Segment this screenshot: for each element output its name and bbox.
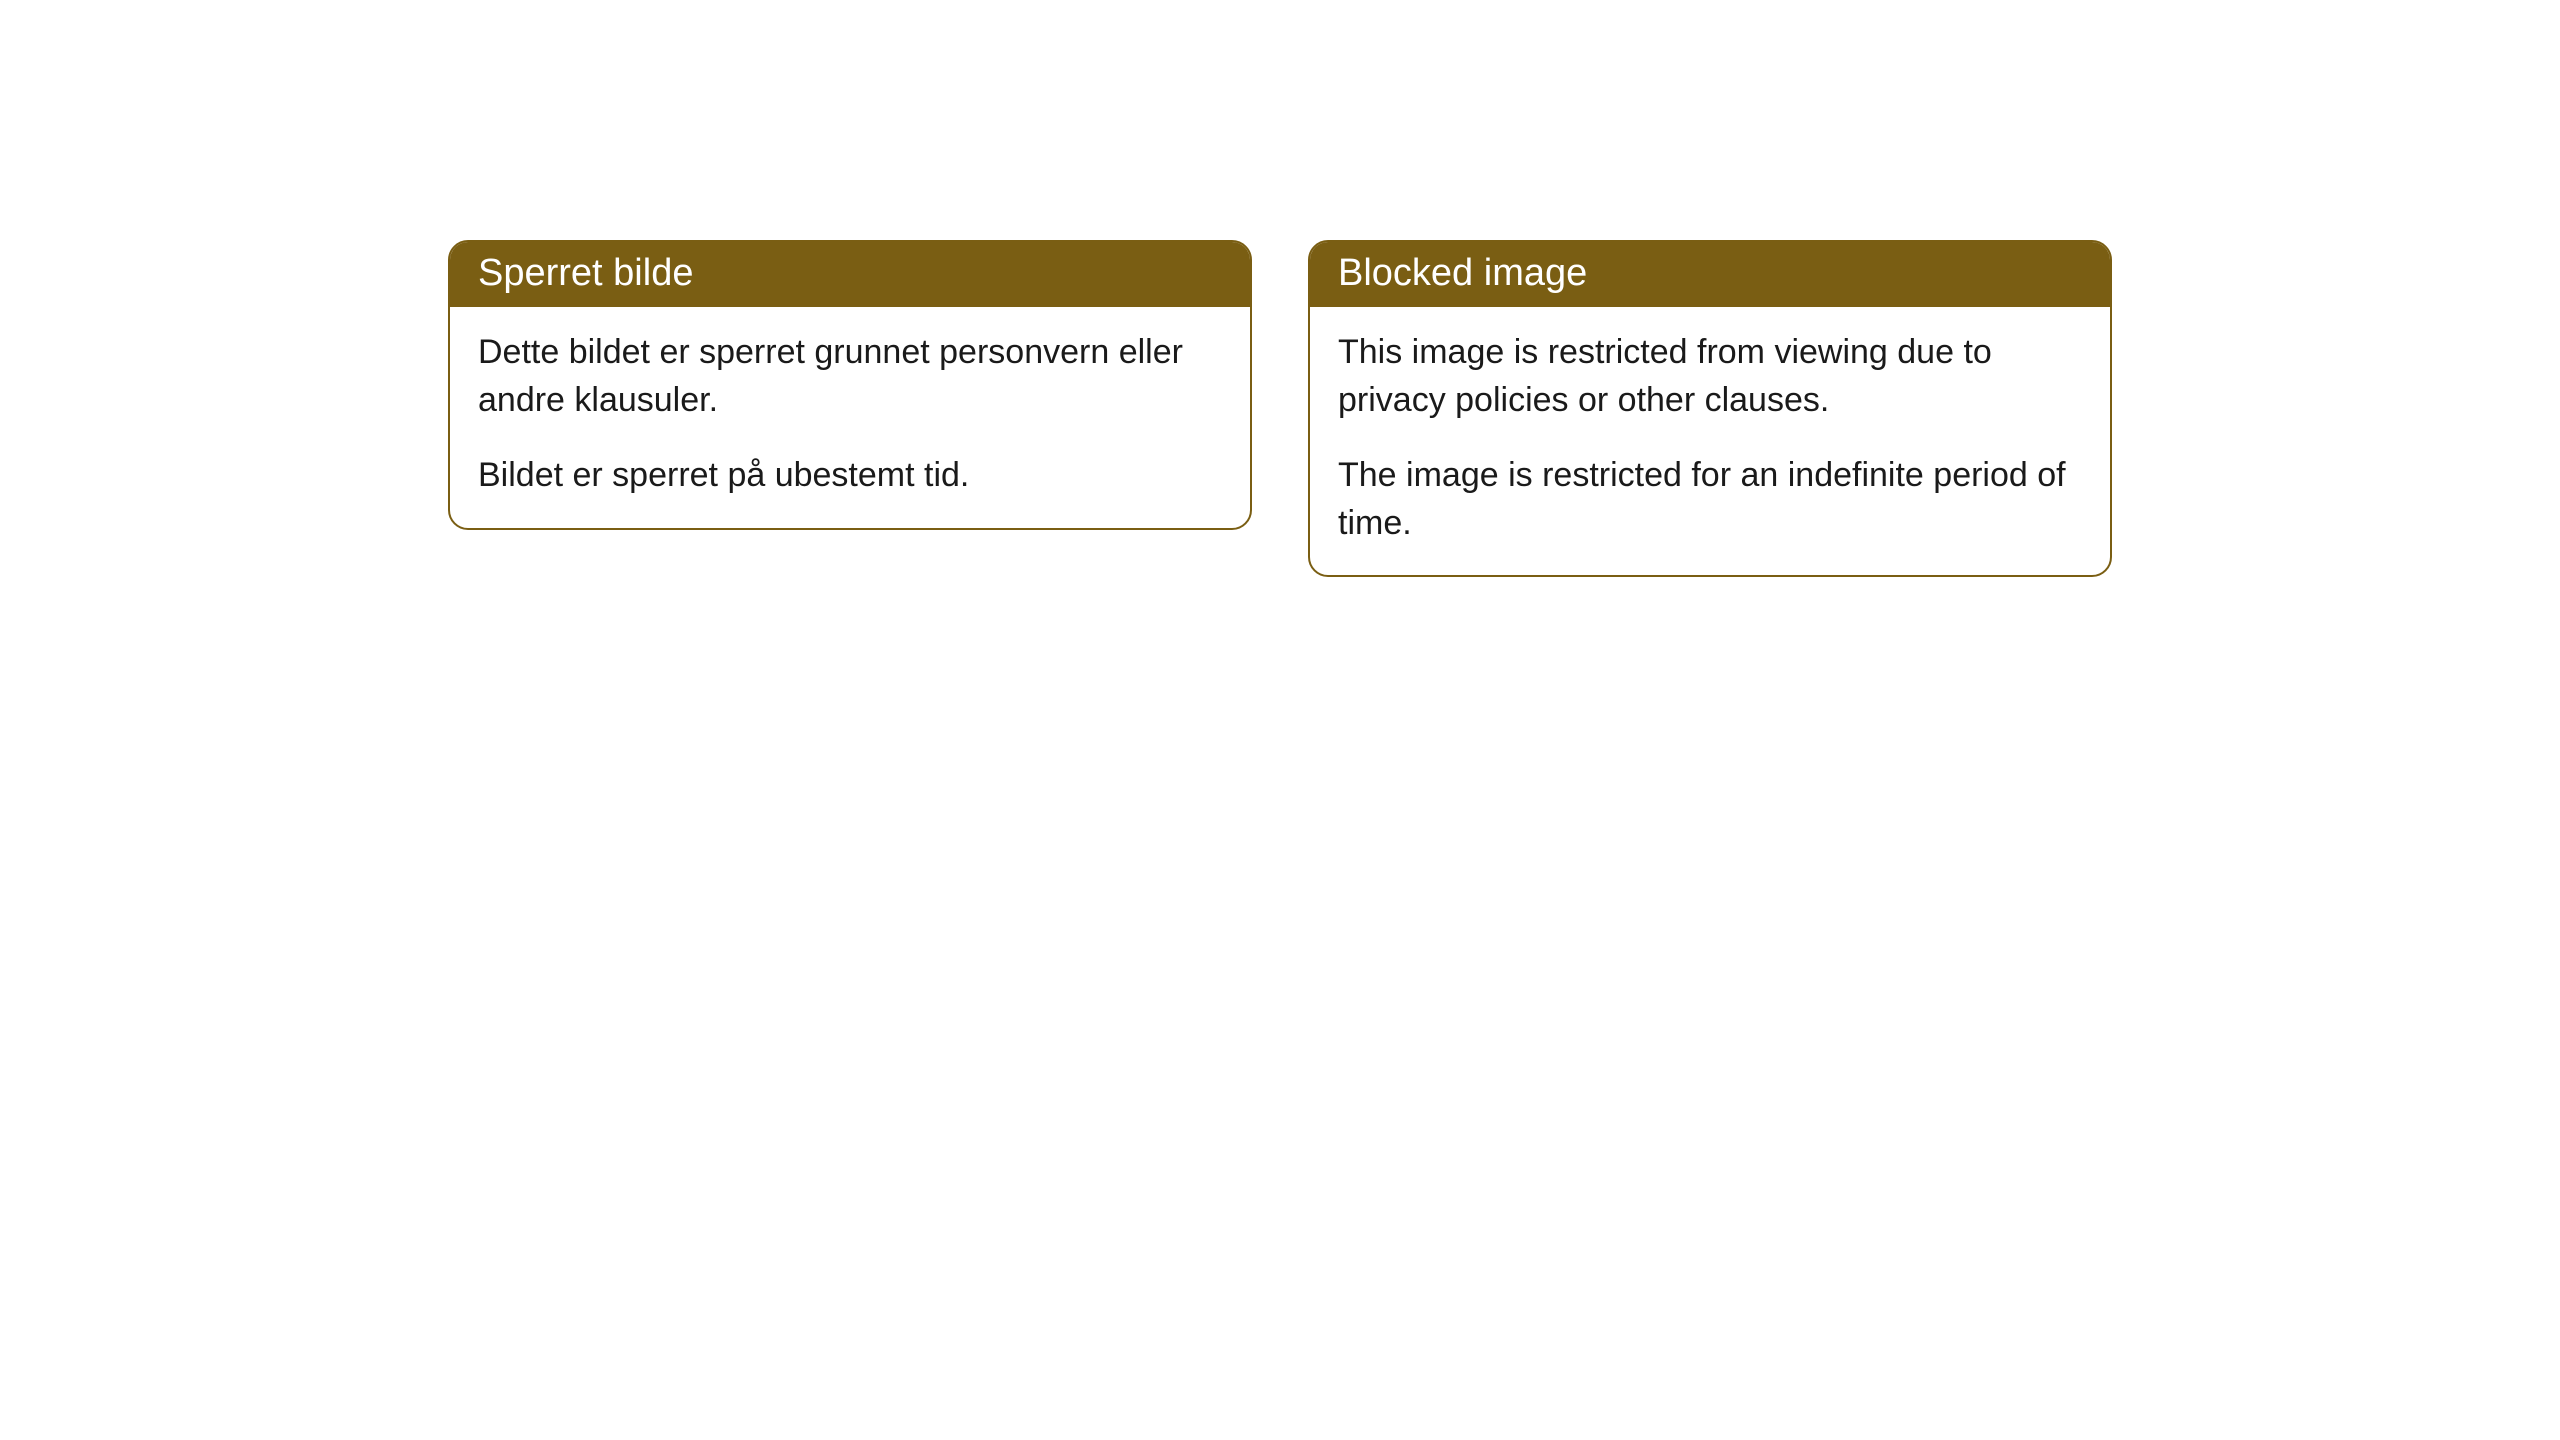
card-title: Blocked image <box>1338 252 1587 294</box>
cards-container: Sperret bilde Dette bildet er sperret gr… <box>448 240 2112 1440</box>
card-paragraph: Bildet er sperret på ubestemt tid. <box>478 452 1222 500</box>
blocked-image-card-norwegian: Sperret bilde Dette bildet er sperret gr… <box>448 240 1252 530</box>
card-header: Blocked image <box>1310 242 2110 307</box>
card-body: This image is restricted from viewing du… <box>1310 307 2110 575</box>
blocked-image-card-english: Blocked image This image is restricted f… <box>1308 240 2112 577</box>
card-body: Dette bildet er sperret grunnet personve… <box>450 307 1250 528</box>
card-paragraph: Dette bildet er sperret grunnet personve… <box>478 329 1222 424</box>
card-header: Sperret bilde <box>450 242 1250 307</box>
card-paragraph: This image is restricted from viewing du… <box>1338 329 2082 424</box>
card-paragraph: The image is restricted for an indefinit… <box>1338 452 2082 547</box>
card-title: Sperret bilde <box>478 252 693 294</box>
